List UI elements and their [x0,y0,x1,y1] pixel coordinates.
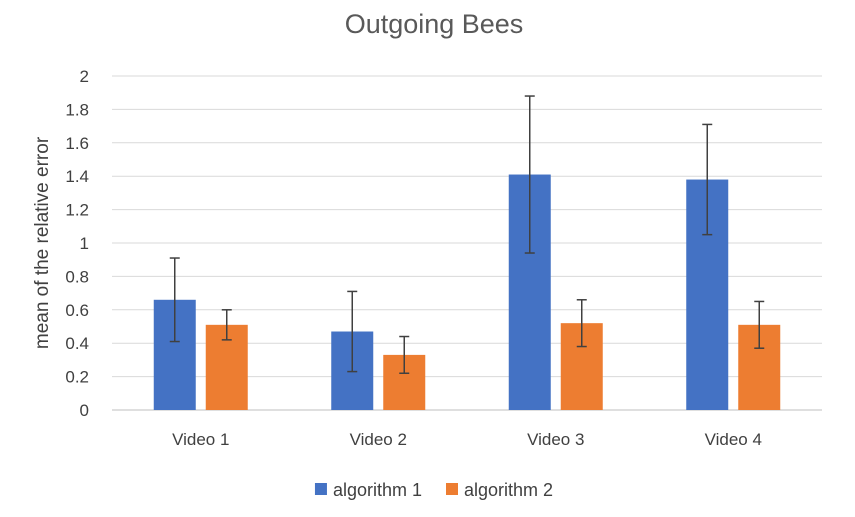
chart-title: Outgoing Bees [345,9,524,39]
y-tick-label: 0.6 [65,301,89,320]
y-tick-label: 0.4 [65,334,89,353]
y-tick-label: 0 [80,401,89,420]
y-tick-label: 1.2 [65,201,89,220]
legend-label: algorithm 1 [333,480,422,500]
y-axis-label: mean of the relative error [32,136,53,349]
error-bars [169,95,765,375]
legend-swatch [314,483,327,495]
legend-label: algorithm 2 [464,480,553,500]
x-tick-label: Video 3 [527,430,584,449]
legend: algorithm 1 algorithm 2 [314,480,553,500]
y-tick-label: 2 [80,67,89,86]
x-tick-label: Video 4 [705,430,762,449]
y-tick-label: 1.6 [65,134,89,153]
y-tick-label: 0.2 [65,368,89,387]
x-tick-label: Video 1 [172,430,229,449]
x-tick-label: Video 2 [350,430,407,449]
y-tick-labels: 0 0.2 0.4 0.6 0.8 1 1.2 1.4 1.6 1.8 2 [65,67,89,420]
x-tick-labels: Video 1 Video 2 Video 3 Video 4 [172,430,762,449]
y-tick-label: 0.8 [65,267,89,286]
y-tick-label: 1 [80,234,89,253]
y-tick-label: 1.8 [65,100,89,119]
y-tick-label: 1.4 [65,167,89,186]
legend-swatch [446,483,458,495]
